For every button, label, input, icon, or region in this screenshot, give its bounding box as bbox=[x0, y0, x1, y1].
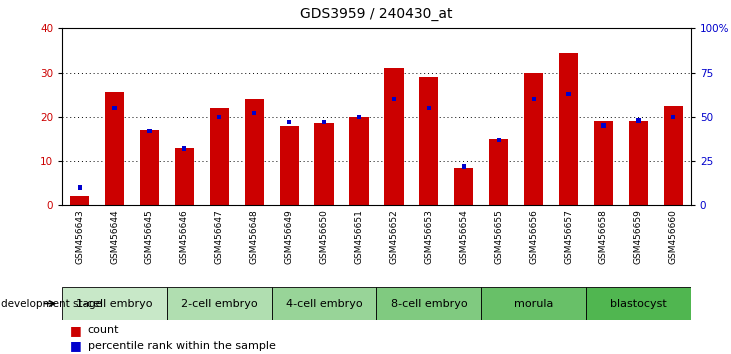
Bar bbox=[148, 129, 151, 133]
Bar bbox=[210, 108, 229, 205]
Text: GSM456659: GSM456659 bbox=[634, 209, 643, 264]
Text: development stage: development stage bbox=[1, 298, 102, 309]
Text: GSM456650: GSM456650 bbox=[319, 209, 328, 264]
Bar bbox=[245, 99, 264, 205]
Bar bbox=[567, 92, 571, 96]
Bar bbox=[62, 287, 167, 320]
Text: count: count bbox=[88, 325, 119, 336]
Bar bbox=[182, 147, 186, 151]
Text: GSM456657: GSM456657 bbox=[564, 209, 573, 264]
Bar bbox=[357, 115, 361, 119]
Text: 2-cell embryo: 2-cell embryo bbox=[181, 298, 257, 309]
Bar bbox=[167, 287, 272, 320]
Text: GSM456644: GSM456644 bbox=[110, 209, 119, 264]
Bar bbox=[489, 139, 508, 205]
Text: ■: ■ bbox=[69, 324, 81, 337]
Text: GSM456648: GSM456648 bbox=[250, 209, 259, 264]
Bar bbox=[594, 121, 613, 205]
Text: GSM456652: GSM456652 bbox=[390, 209, 398, 264]
Bar bbox=[287, 120, 291, 124]
Bar bbox=[636, 118, 640, 122]
Bar bbox=[376, 287, 481, 320]
Text: GSM456656: GSM456656 bbox=[529, 209, 538, 264]
Bar bbox=[140, 130, 159, 205]
Bar bbox=[392, 97, 396, 101]
Bar bbox=[586, 287, 691, 320]
Text: GSM456647: GSM456647 bbox=[215, 209, 224, 264]
Bar bbox=[322, 120, 326, 124]
Text: GSM456645: GSM456645 bbox=[145, 209, 154, 264]
Bar bbox=[559, 53, 578, 205]
Text: morula: morula bbox=[514, 298, 553, 309]
Text: GDS3959 / 240430_at: GDS3959 / 240430_at bbox=[300, 7, 452, 21]
Text: 4-cell embryo: 4-cell embryo bbox=[286, 298, 363, 309]
Text: blastocyst: blastocyst bbox=[610, 298, 667, 309]
Text: GSM456660: GSM456660 bbox=[669, 209, 678, 264]
Bar bbox=[252, 111, 257, 115]
Text: 8-cell embryo: 8-cell embryo bbox=[390, 298, 467, 309]
Bar bbox=[272, 287, 376, 320]
Bar bbox=[496, 138, 501, 142]
Text: GSM456646: GSM456646 bbox=[180, 209, 189, 264]
Text: GSM456643: GSM456643 bbox=[75, 209, 84, 264]
Text: GSM456651: GSM456651 bbox=[355, 209, 363, 264]
Bar bbox=[462, 164, 466, 169]
Bar bbox=[175, 148, 194, 205]
Text: GSM456654: GSM456654 bbox=[459, 209, 469, 264]
Bar bbox=[105, 92, 124, 205]
Bar bbox=[427, 106, 431, 110]
Text: GSM456649: GSM456649 bbox=[284, 209, 294, 264]
Bar bbox=[385, 68, 404, 205]
Bar bbox=[349, 117, 368, 205]
Bar bbox=[664, 106, 683, 205]
Bar bbox=[524, 73, 543, 205]
Bar bbox=[420, 77, 439, 205]
Text: GSM456653: GSM456653 bbox=[425, 209, 433, 264]
Bar bbox=[531, 97, 536, 101]
Bar bbox=[77, 185, 82, 190]
Bar bbox=[454, 168, 474, 205]
Text: ■: ■ bbox=[69, 339, 81, 352]
Bar bbox=[671, 115, 675, 119]
Bar bbox=[113, 106, 117, 110]
Bar bbox=[279, 126, 299, 205]
Bar bbox=[629, 121, 648, 205]
Bar bbox=[602, 124, 605, 128]
Bar bbox=[314, 124, 333, 205]
Bar bbox=[70, 196, 89, 205]
Text: GSM456655: GSM456655 bbox=[494, 209, 503, 264]
Bar bbox=[481, 287, 586, 320]
Text: 1-cell embryo: 1-cell embryo bbox=[76, 298, 153, 309]
Text: GSM456658: GSM456658 bbox=[599, 209, 608, 264]
Bar bbox=[217, 115, 221, 119]
Text: percentile rank within the sample: percentile rank within the sample bbox=[88, 341, 276, 350]
